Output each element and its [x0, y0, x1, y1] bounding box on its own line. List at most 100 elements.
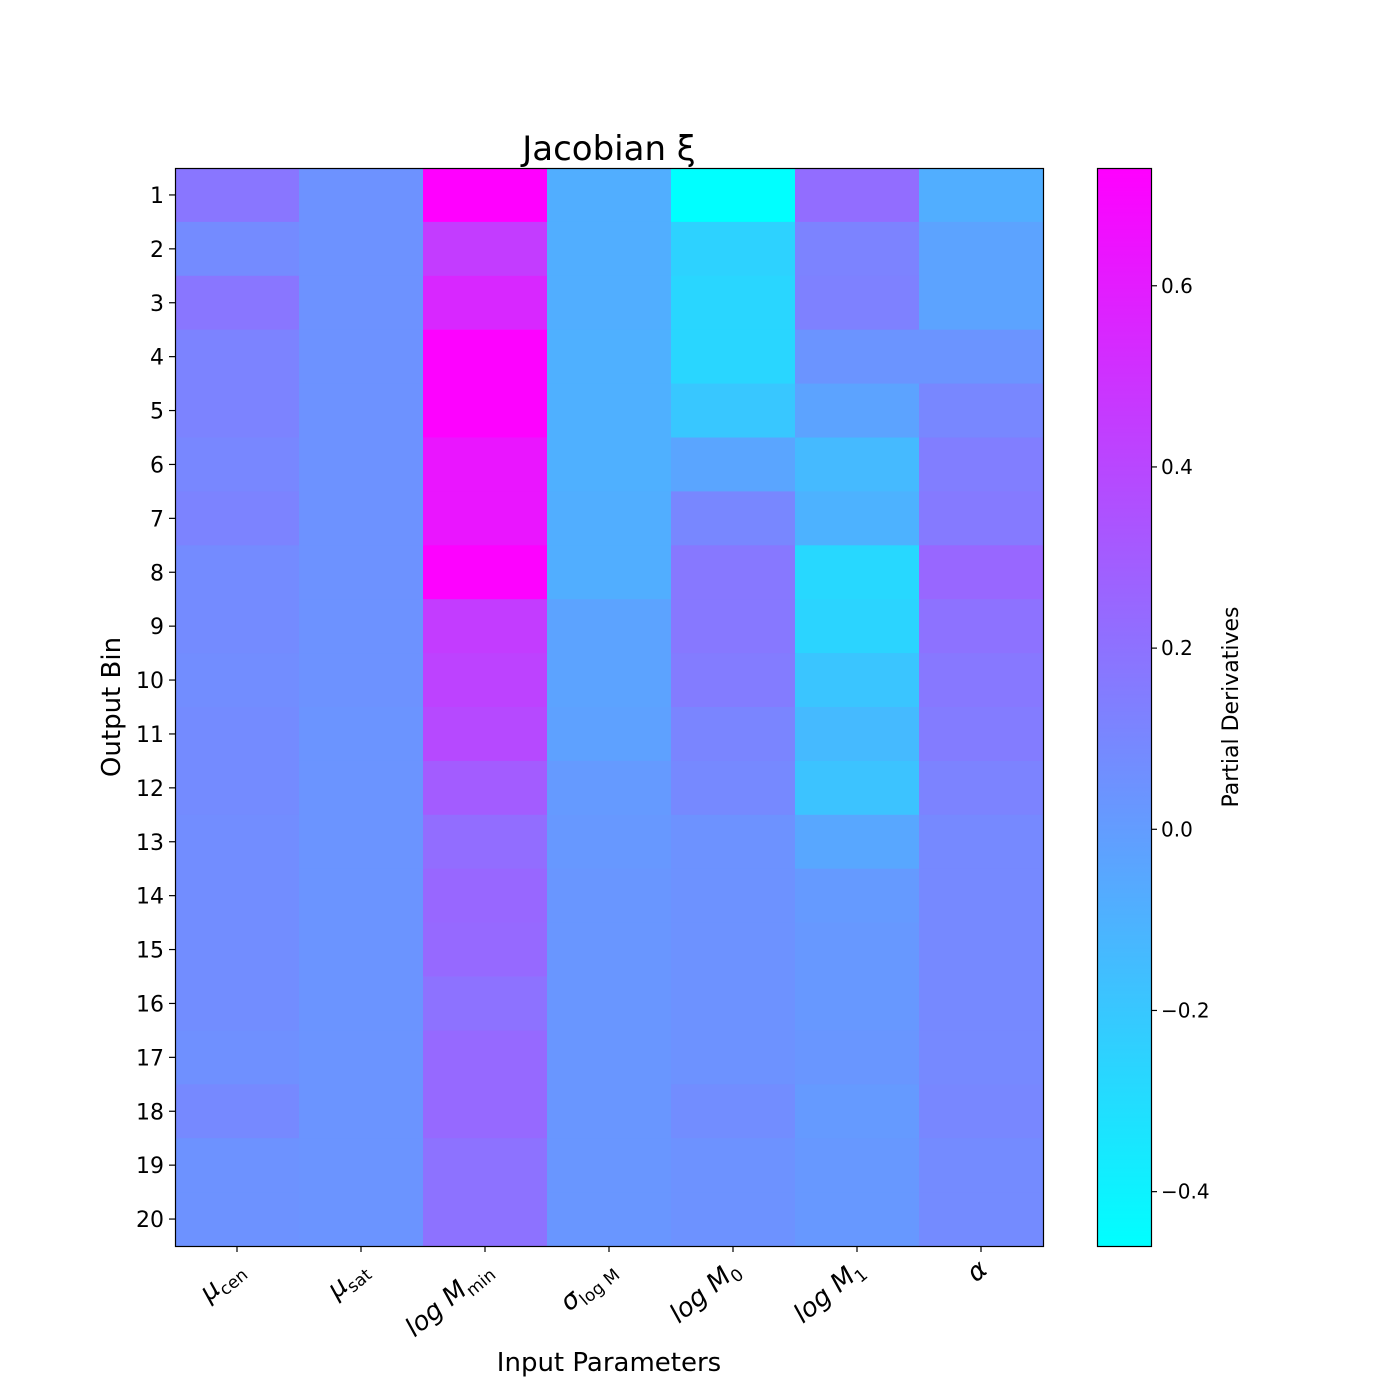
heatmap-cell: [795, 329, 920, 385]
colorbar-tick-label: −0.2: [1161, 998, 1210, 1022]
y-tick-label: 2: [150, 238, 164, 263]
heatmap-cell: [795, 760, 920, 816]
heatmap-cell: [175, 599, 300, 654]
heatmap-cell: [175, 1138, 300, 1193]
heatmap-cell: [795, 599, 920, 654]
heatmap-cell: [795, 168, 920, 223]
heatmap-cell: [299, 437, 424, 492]
heatmap-cell: [175, 329, 300, 385]
heatmap-cell: [423, 1192, 548, 1247]
colorbar-tick-label: 0.6: [1161, 274, 1193, 298]
x-tick-label: σlog M: [554, 1254, 624, 1320]
heatmap-cell: [919, 976, 1044, 1031]
heatmap-cell: [919, 437, 1044, 492]
heatmap-cell: [299, 707, 424, 762]
heatmap-cell: [299, 1030, 424, 1085]
heatmap-cell: [795, 545, 920, 600]
heatmap-cell: [919, 599, 1044, 654]
heatmap-cell: [175, 275, 300, 331]
heatmap-cell: [671, 275, 796, 331]
heatmap-cell: [299, 1138, 424, 1193]
heatmap-cell: [299, 275, 424, 331]
heatmap-cell: [547, 1138, 672, 1193]
heatmap-cell: [671, 1084, 796, 1139]
heatmap-cell: [671, 437, 796, 492]
heatmap-cell: [919, 275, 1044, 331]
heatmap-cell: [423, 221, 548, 277]
heatmap-cell: [299, 168, 424, 223]
heatmap-cell: [547, 437, 672, 492]
heatmap-cell: [795, 707, 920, 762]
y-tick-label: 12: [136, 777, 164, 802]
heatmap-cell: [175, 221, 300, 277]
y-tick-label: 10: [136, 669, 164, 694]
heatmap-cell: [547, 1030, 672, 1085]
heatmap-cell: [547, 760, 672, 816]
heatmap-cell: [299, 922, 424, 978]
heatmap-cell: [547, 653, 672, 708]
heatmap-cell: [547, 221, 672, 277]
heatmap-cell: [671, 383, 796, 439]
heatmap-cell: [175, 1192, 300, 1247]
heatmap-cell: [423, 545, 548, 600]
heatmap-cell: [423, 922, 548, 978]
heatmap-cell: [299, 383, 424, 439]
y-tick-label: 7: [150, 507, 164, 532]
heatmap-cell: [795, 653, 920, 708]
colorbar-label: Partial Derivatives: [1219, 606, 1244, 807]
y-tick-label: 14: [136, 885, 164, 910]
heatmap-cell: [175, 437, 300, 492]
y-tick-label: 11: [136, 723, 164, 748]
colorbar: [1096, 167, 1153, 1248]
heatmap-cell: [919, 922, 1044, 978]
heatmap-cell: [671, 545, 796, 600]
heatmap-cell: [795, 922, 920, 978]
heatmap-cell: [919, 545, 1044, 600]
heatmap-cell: [175, 383, 300, 439]
heatmap-cell: [795, 491, 920, 546]
heatmap-cell: [175, 168, 300, 223]
heatmap-cell: [919, 707, 1044, 762]
y-tick-label: 17: [136, 1046, 164, 1071]
heatmap-cell: [795, 1138, 920, 1193]
heatmap-cell: [299, 976, 424, 1031]
heatmap-cell: [919, 1030, 1044, 1085]
heatmap-cell: [919, 168, 1044, 223]
heatmap-cell: [423, 707, 548, 762]
heatmap-cell: [423, 1030, 548, 1085]
y-tick-label: 1: [150, 184, 164, 209]
heatmap-cell: [919, 383, 1044, 439]
x-tick-label: log M1: [788, 1254, 872, 1332]
heatmap-cell: [671, 922, 796, 978]
y-tick-label: 6: [150, 453, 164, 478]
heatmap-cell: [299, 760, 424, 816]
heatmap-cell: [175, 814, 300, 870]
heatmap-cell: [423, 491, 548, 546]
y-tick-label: 9: [150, 615, 164, 640]
heatmap-cell: [299, 599, 424, 654]
heatmap-cell: [547, 599, 672, 654]
chart-title: Jacobian ξ: [520, 129, 696, 169]
heatmap-cell: [423, 437, 548, 492]
heatmap-cell: [919, 653, 1044, 708]
heatmap-cell: [919, 760, 1044, 816]
heatmap-cell: [175, 976, 300, 1031]
x-tick-label: log Mmin: [400, 1254, 500, 1346]
x-tick-label: μsat: [321, 1254, 376, 1308]
heatmap-cell: [547, 922, 672, 978]
y-tick-label: 3: [150, 292, 164, 317]
colorbar-tick-label: 0.0: [1161, 817, 1193, 841]
heatmap-cell: [919, 1192, 1044, 1247]
heatmap-cell: [299, 221, 424, 277]
heatmap-cell: [547, 707, 672, 762]
heatmap-cell: [919, 1138, 1044, 1193]
heatmap-cell: [299, 814, 424, 870]
y-tick-label: 8: [150, 561, 164, 586]
heatmap-cell: [175, 1084, 300, 1139]
heatmap-cell: [299, 653, 424, 708]
heatmap-cell: [795, 383, 920, 439]
heatmap-cell: [795, 437, 920, 492]
heatmap-cell: [423, 814, 548, 870]
colorbar-tick-label: 0.4: [1161, 455, 1193, 479]
